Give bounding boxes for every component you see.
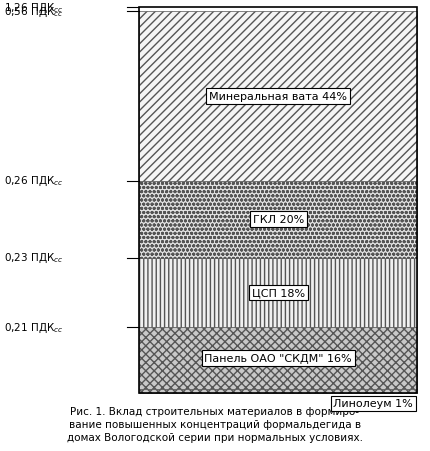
Bar xyxy=(139,389,417,393)
Text: 0,23 ПДК$_{сс}$: 0,23 ПДК$_{сс}$ xyxy=(4,252,64,265)
Text: ГКЛ 20%: ГКЛ 20% xyxy=(252,215,304,225)
Bar xyxy=(139,258,417,327)
Text: 1,26 ПДК$_{сс}$: 1,26 ПДК$_{сс}$ xyxy=(4,2,64,15)
Text: 0,21 ПДК$_{сс}$: 0,21 ПДК$_{сс}$ xyxy=(4,321,64,334)
Text: Минеральная вата 44%: Минеральная вата 44% xyxy=(209,92,347,102)
Text: Панель ОАО "СКДМ" 16%: Панель ОАО "СКДМ" 16% xyxy=(204,353,352,363)
Text: 0,26 ПДК$_{сс}$: 0,26 ПДК$_{сс}$ xyxy=(4,175,64,188)
Bar xyxy=(139,327,417,389)
Text: ЦСП 18%: ЦСП 18% xyxy=(252,288,305,298)
Text: Линолеум 1%: Линолеум 1% xyxy=(333,398,413,409)
Bar xyxy=(139,181,417,258)
Text: Рис. 1. Вклад строительных материалов в формиро-
вание повышенных концентраций ф: Рис. 1. Вклад строительных материалов в … xyxy=(67,406,363,442)
Bar xyxy=(139,9,417,393)
Text: 0,56 ПДК$_{сс}$: 0,56 ПДК$_{сс}$ xyxy=(4,6,64,18)
Bar xyxy=(139,12,417,181)
